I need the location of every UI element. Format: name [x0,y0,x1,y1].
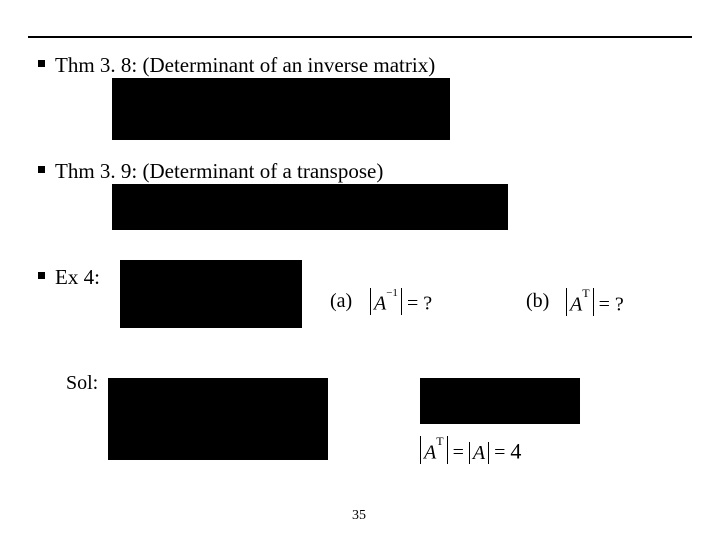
math-b-sup: T [582,286,589,300]
math-b-base: A [570,294,582,316]
math-a-sup: −1 [386,287,398,299]
item-2-text: Thm 3. 9: (Determinant of a transpose) [55,159,383,184]
bullet-icon [38,272,45,279]
math-a-expr: A−1 = ? [370,288,432,316]
math-b-expr: AT = ? [566,288,624,317]
math-result: AT = A = 4 [420,436,521,465]
redaction-box [120,260,302,328]
item-3-text: Ex 4: [55,265,100,290]
bullet-icon [38,60,45,67]
part-b-label: (b) [526,290,549,313]
page-number: 35 [352,508,366,524]
redaction-box [420,378,580,424]
part-a-label: (a) [330,290,352,313]
redaction-box [112,184,508,230]
solution-label: Sol: [66,372,98,395]
item-1-text: Thm 3. 8: (Determinant of an inverse mat… [55,53,435,78]
redaction-box [112,78,450,140]
math-result-rhs-base: A [473,442,485,464]
redaction-box [108,378,328,460]
math-result-value: 4 [510,439,521,464]
bullet-icon [38,166,45,173]
top-rule [28,36,692,38]
math-result-lhs-base: A [424,442,436,464]
math-a-base: A [374,293,386,315]
math-result-lhs-sup: T [436,434,443,448]
